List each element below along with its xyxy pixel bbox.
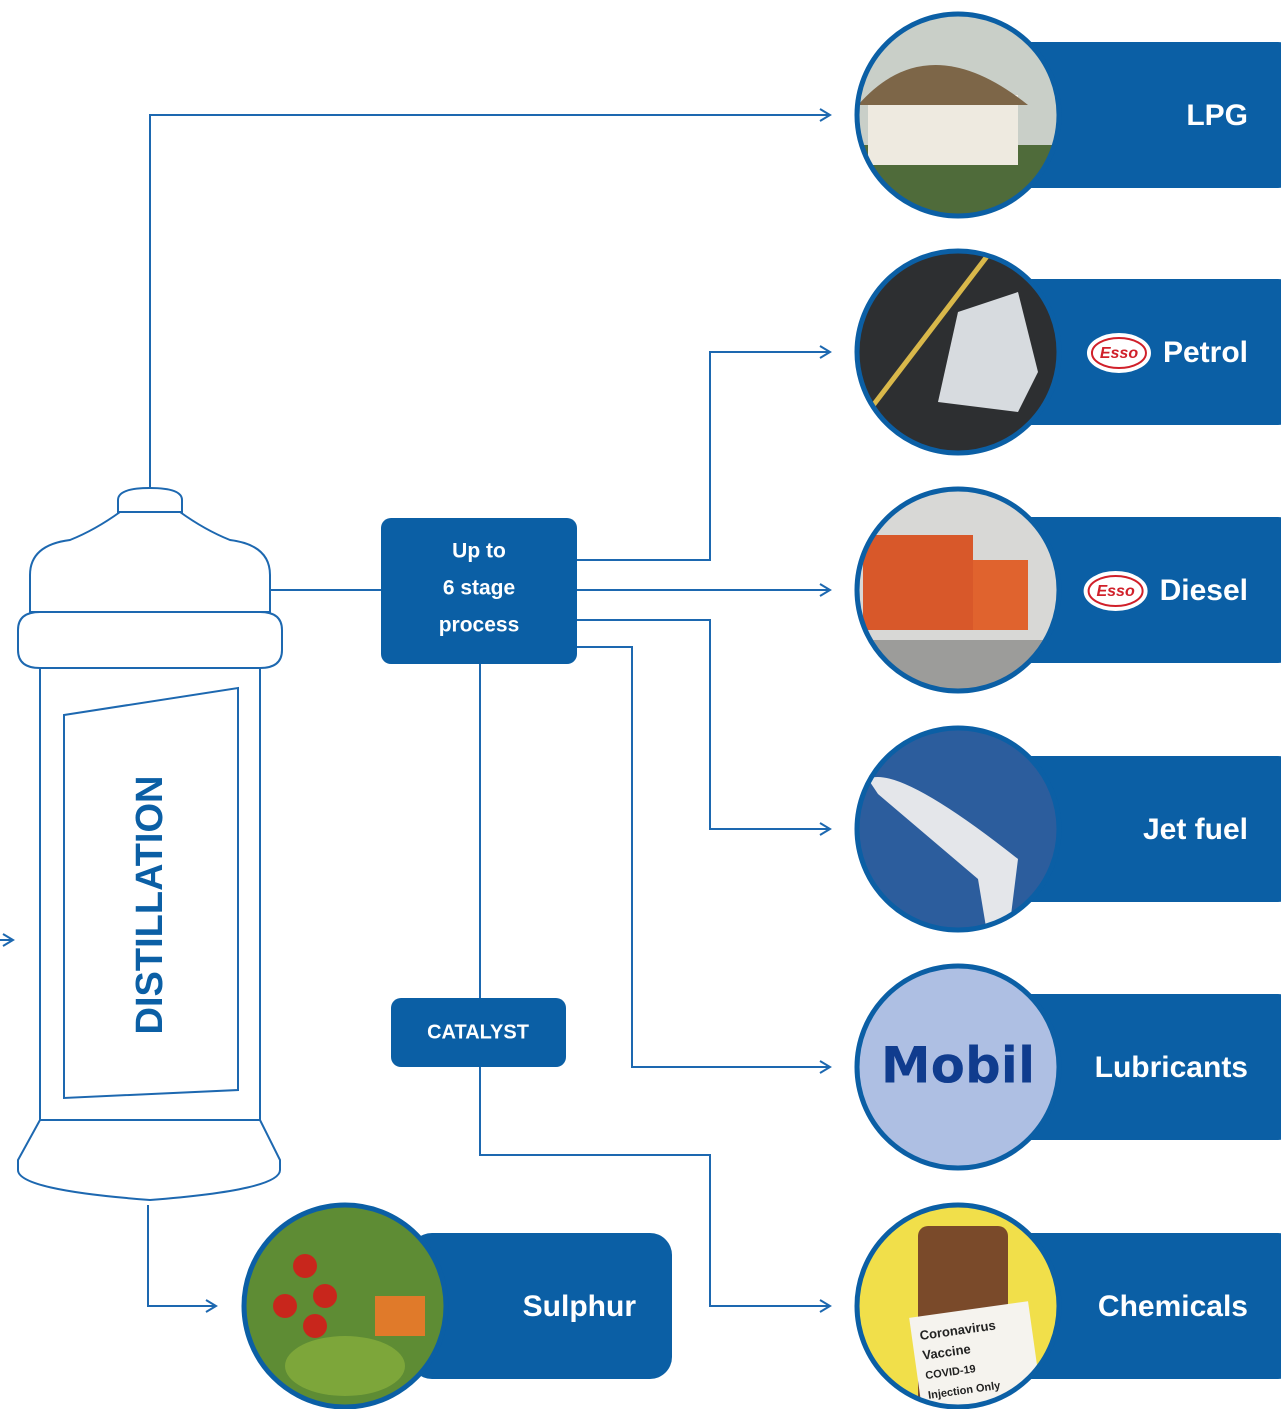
process-text: Up to <box>452 540 506 563</box>
photo-tomato <box>273 1294 297 1318</box>
product: Sulphur <box>235 1196 672 1409</box>
vessel-cap <box>118 488 182 512</box>
photo-cab <box>973 560 1028 630</box>
product-label: Diesel <box>1160 574 1248 607</box>
product-label: LPG <box>1186 99 1248 132</box>
photo-tomato <box>313 1284 337 1308</box>
product: Petrol Esso <box>848 242 1281 462</box>
product-label: Sulphur <box>523 1290 637 1323</box>
vessel-dome <box>30 512 270 612</box>
diagram: DISTILLATION Up to 6 stage process CATAL… <box>0 0 1281 1409</box>
flow-line <box>150 115 830 490</box>
product-label: Jet fuel <box>1143 813 1248 846</box>
photo-truck <box>863 535 973 630</box>
process-text: 6 stage <box>443 577 515 600</box>
photo-tomato <box>293 1254 317 1278</box>
product-label: Lubricants <box>1095 1051 1248 1084</box>
product-photo <box>848 480 1068 700</box>
product-photo: Mobil <box>848 957 1068 1177</box>
mobil-logo: Mobil <box>881 1037 1035 1095</box>
process-text: process <box>439 614 520 637</box>
product-photo <box>848 719 1068 939</box>
esso-logo-text: Esso <box>1100 345 1138 362</box>
flow-line <box>148 1205 216 1306</box>
product-photo <box>848 5 1068 225</box>
flow-line <box>577 647 830 1067</box>
photo-veg <box>375 1296 425 1336</box>
product-photo <box>235 1196 455 1409</box>
product: Diesel Esso <box>848 480 1281 700</box>
photo-avocado <box>285 1336 405 1396</box>
vessel-base <box>18 1120 280 1200</box>
product: LPG <box>848 5 1281 225</box>
flow-line <box>577 352 830 560</box>
photo-house <box>868 95 1018 165</box>
vessel-band <box>18 612 282 668</box>
product: Jet fuel <box>848 719 1281 939</box>
product-label: Petrol <box>1163 336 1248 369</box>
photo-tomato <box>303 1314 327 1338</box>
products: LPG Petrol Esso Diesel Esso Jet fuel Mobil Lubr… <box>235 5 1281 1409</box>
product-photo <box>848 242 1068 462</box>
product-label: Chemicals <box>1098 1290 1248 1323</box>
distillation-vessel: DISTILLATION <box>18 488 282 1200</box>
esso-logo-text: Esso <box>1096 583 1134 600</box>
catalyst-label: CATALYST <box>427 1021 529 1043</box>
page: DISTILLATION Up to 6 stage process CATAL… <box>0 0 1281 1409</box>
flow-line <box>577 620 830 829</box>
distillation-label: DISTILLATION <box>129 776 171 1035</box>
product: Mobil Lubricants <box>848 957 1281 1177</box>
